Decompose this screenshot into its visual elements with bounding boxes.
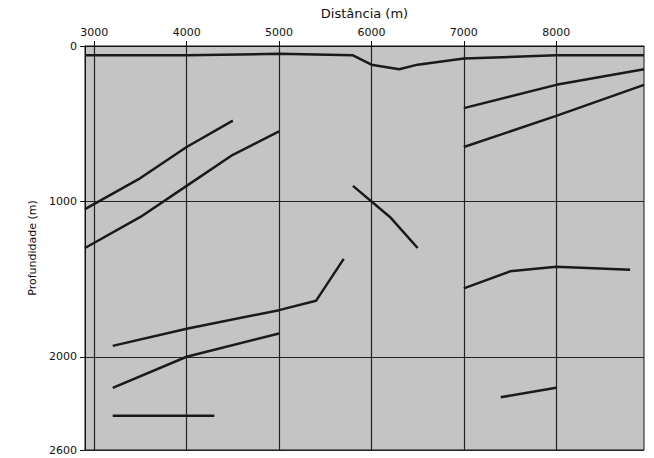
svg-text:5000: 5000 — [265, 26, 293, 39]
svg-text:Distância (m): Distância (m) — [321, 6, 408, 21]
svg-text:1000: 1000 — [49, 195, 77, 208]
svg-text:2000: 2000 — [49, 350, 77, 363]
svg-text:8000: 8000 — [542, 26, 570, 39]
svg-text:3000: 3000 — [80, 26, 108, 39]
svg-text:0: 0 — [70, 40, 77, 53]
svg-text:4000: 4000 — [173, 26, 201, 39]
svg-text:6000: 6000 — [357, 26, 385, 39]
svg-text:Profundidade (m): Profundidade (m) — [26, 200, 39, 296]
svg-text:7000: 7000 — [450, 26, 478, 39]
svg-text:2600: 2600 — [49, 444, 77, 457]
